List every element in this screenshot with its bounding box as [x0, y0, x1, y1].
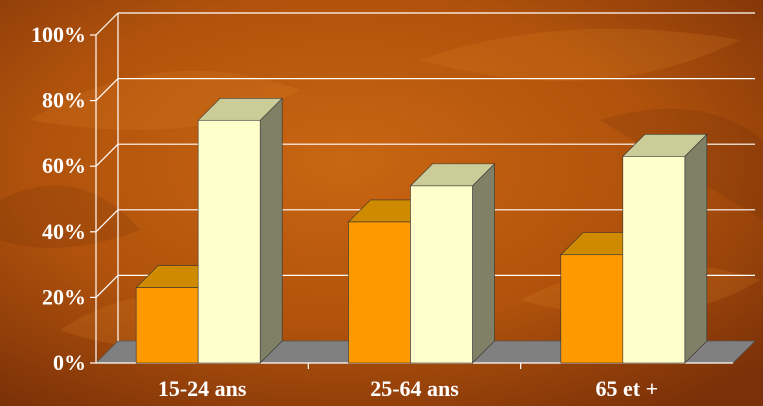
bar — [197, 97, 283, 364]
bar-side — [472, 163, 495, 364]
gridline-diagonal — [95, 12, 119, 36]
y-tick-label: 0% — [53, 350, 86, 375]
x-category-label: 15-24 ans — [158, 376, 247, 401]
bar — [622, 133, 708, 364]
y-tick-label: 40% — [42, 219, 86, 244]
y-tick-label: 20% — [42, 284, 86, 309]
y-tick-label: 80% — [42, 88, 86, 113]
gridline-diagonal — [95, 209, 119, 233]
gridline-diagonal — [95, 143, 119, 167]
bar-front — [560, 254, 624, 364]
labels: 0% 20% 40% 60% 80% 100% 15-24 ans 25-64 ans 65 e… — [31, 22, 658, 401]
bar-front — [410, 185, 473, 364]
y-tick-label: 60% — [42, 153, 86, 178]
bar-front — [622, 156, 686, 364]
bars — [135, 97, 708, 364]
gridline-diagonal — [95, 78, 119, 102]
gridline-diagonal — [95, 274, 119, 298]
bar-front — [197, 119, 261, 364]
bar — [409, 163, 496, 364]
bar-front — [135, 287, 199, 364]
bar-side — [259, 97, 283, 364]
y-tick-label: 100% — [31, 22, 86, 47]
bar-side — [684, 133, 708, 364]
x-category-label: 65 et + — [596, 376, 659, 401]
bar-front — [348, 221, 411, 364]
x-category-label: 25-64 ans — [370, 376, 459, 401]
